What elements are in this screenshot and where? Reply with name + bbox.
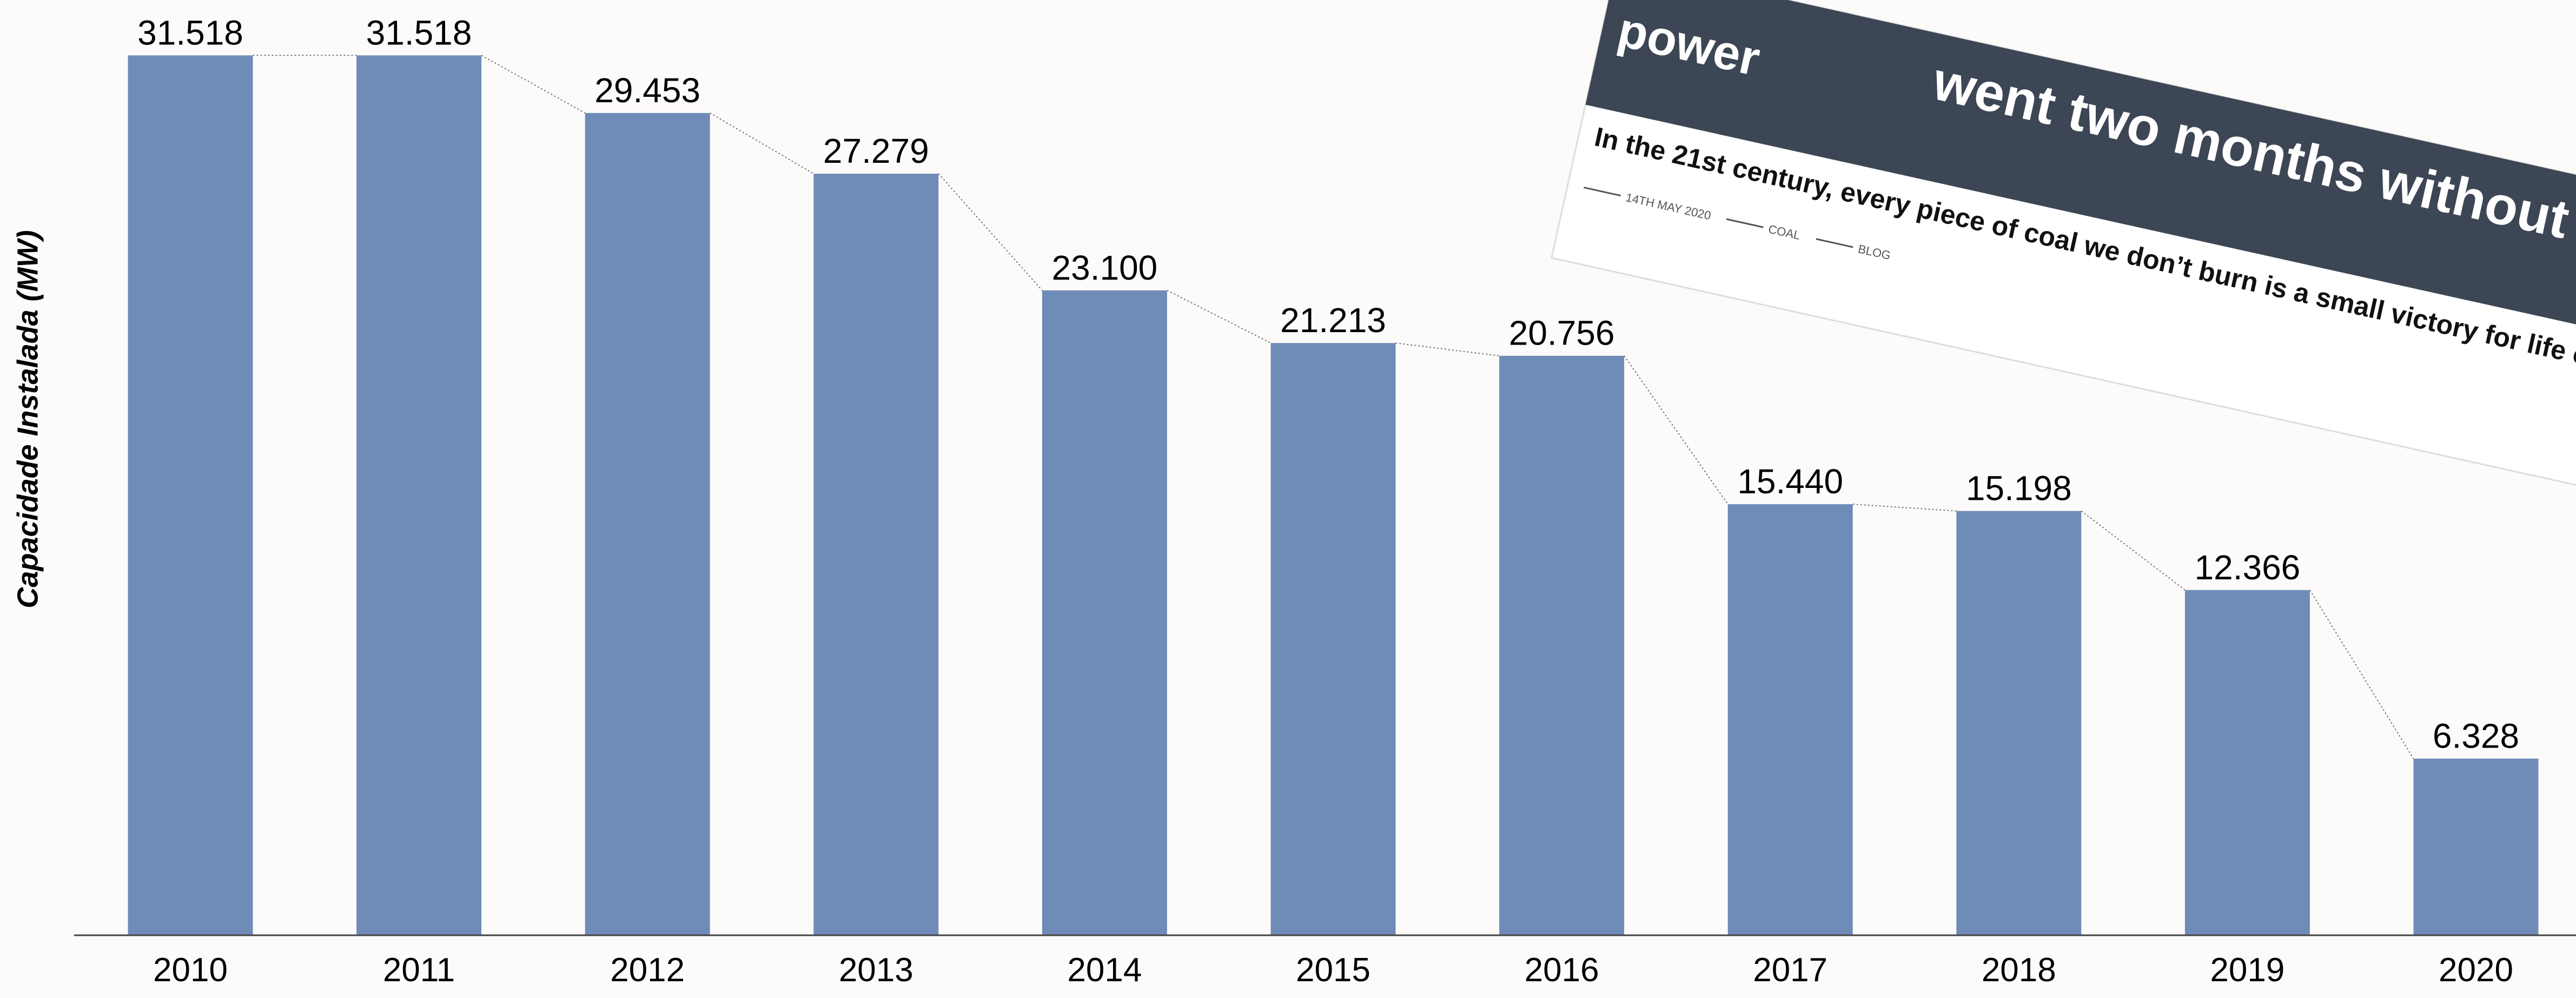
- value-label: 15.198: [1966, 469, 2072, 508]
- meta-rule: [1726, 218, 1764, 228]
- value-label: 15.440: [1737, 462, 1843, 501]
- value-label: 20.756: [1509, 314, 1615, 353]
- connector: [710, 113, 814, 174]
- connector: [481, 55, 586, 114]
- x-tick-label: 2019: [2210, 951, 2284, 989]
- meta-rule: [1584, 187, 1621, 197]
- x-tick-label: 2016: [1525, 951, 1599, 989]
- bar: [813, 174, 939, 935]
- connector: [2309, 590, 2414, 759]
- bar: [128, 55, 253, 935]
- value-label: 6.328: [2433, 716, 2519, 755]
- bar: [356, 55, 482, 935]
- x-tick-label: 2020: [2439, 951, 2513, 989]
- value-label: 29.453: [594, 71, 700, 110]
- value-label: 31.518: [366, 13, 472, 52]
- bar: [2184, 590, 2310, 935]
- x-tick-label: 2018: [1982, 951, 2056, 989]
- bar: [1270, 343, 1396, 935]
- value-label: 12.366: [2195, 548, 2301, 587]
- value-label: 31.518: [137, 13, 243, 52]
- x-tick-label: 2015: [1296, 951, 1370, 989]
- y-axis-label: Capacidade Instalada (MW): [11, 230, 44, 608]
- x-tick-label: 2010: [153, 951, 228, 989]
- bar: [1499, 355, 1625, 935]
- bar: [585, 113, 710, 935]
- meta-rule: [1816, 238, 1853, 248]
- value-label: 27.279: [823, 131, 929, 170]
- bar: [1956, 511, 2082, 935]
- x-tick-label: 2012: [610, 951, 685, 989]
- x-tick-label: 2011: [383, 951, 455, 989]
- connector: [1167, 289, 1271, 344]
- x-tick-label: 2013: [839, 951, 913, 989]
- bar: [1042, 290, 1167, 935]
- x-tick-label: 2017: [1753, 951, 1827, 989]
- connector: [938, 173, 1043, 291]
- value-label: 23.100: [1052, 248, 1158, 287]
- card-photo: [1585, 0, 2576, 351]
- x-tick-label: 2014: [1067, 951, 1142, 989]
- value-label: 21.213: [1280, 301, 1386, 340]
- bar: [1727, 504, 1853, 935]
- bar: [2413, 758, 2539, 935]
- connector: [2081, 510, 2186, 591]
